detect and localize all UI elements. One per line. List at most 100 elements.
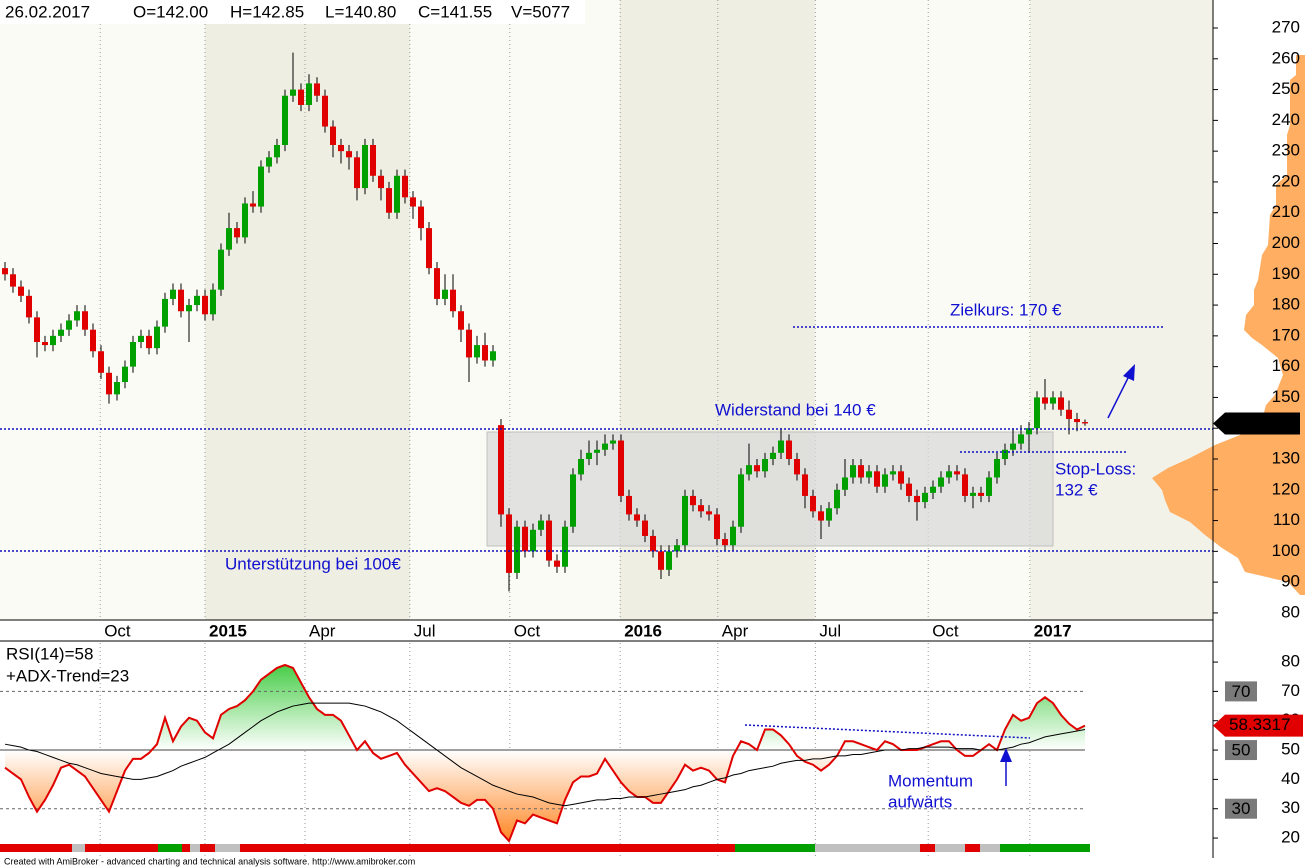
candle-body: [594, 449, 600, 453]
candle-body: [906, 483, 912, 496]
candle-body: [306, 83, 312, 105]
candle-body: [514, 526, 520, 573]
candle-body: [1042, 397, 1048, 404]
level-box: [1225, 740, 1257, 761]
candle-body: [106, 372, 112, 395]
candle-body: [50, 335, 56, 346]
annotation: Momentum: [888, 771, 973, 790]
candle-body: [90, 329, 96, 352]
y-tick-label: 210: [1272, 202, 1300, 221]
candle-body: [2, 268, 8, 275]
x-tick-label: Jul: [819, 621, 841, 640]
level-label: 50: [1232, 741, 1251, 760]
arrow-head: [1000, 748, 1012, 762]
annotation: Stop-Loss:: [1055, 459, 1136, 478]
arrow: [1107, 373, 1131, 419]
header-high: H=142.85: [230, 2, 304, 21]
candle-body: [194, 295, 200, 306]
y-tick-label: 40: [1281, 769, 1300, 788]
candle-body: [338, 144, 344, 152]
y-tick-label: 120: [1272, 479, 1300, 498]
candle-body: [98, 351, 104, 373]
y-tick-label: 180: [1272, 295, 1300, 314]
candle-body: [898, 471, 904, 484]
candle-body: [850, 465, 856, 478]
x-tick-label: Oct: [932, 621, 959, 640]
candle-body: [1002, 449, 1008, 459]
candle-body: [162, 298, 168, 327]
candle-body: [274, 144, 280, 158]
candle-body: [138, 335, 144, 343]
candle-body: [762, 458, 768, 472]
candle-body: [154, 326, 160, 349]
candle-body: [914, 495, 920, 503]
candle-body: [626, 495, 632, 515]
footer: Created with AmiBroker - advanced charti…: [4, 856, 415, 866]
area-above: [5, 664, 1085, 751]
x-tick-label: Oct: [514, 621, 541, 640]
y-tick-label: 150: [1272, 387, 1300, 406]
candle-body: [658, 551, 664, 570]
value-label-box: [1213, 714, 1303, 737]
y-tick-label: 100: [1272, 541, 1300, 560]
candle-body: [1074, 418, 1080, 423]
annotation: Unterstützung bei 100€: [225, 554, 401, 573]
candle-body: [986, 477, 992, 496]
candle-body: [178, 289, 184, 312]
y-tick-label: 160: [1272, 356, 1300, 375]
candle-body: [1026, 428, 1032, 435]
level-label: 30: [1232, 799, 1251, 818]
candle-body: [82, 311, 88, 330]
legend-label: +ADX-Trend=23: [6, 666, 129, 685]
annotation: 132 €: [1055, 480, 1098, 499]
candle-body: [146, 335, 152, 349]
annotation: Widerstand bei 140 €: [715, 400, 876, 419]
candle-body: [66, 320, 72, 330]
y-tick-label: 200: [1272, 233, 1300, 252]
y-tick-label: 110: [1273, 510, 1300, 529]
candle-body: [130, 342, 136, 367]
candle-body: [266, 157, 272, 167]
candle-body: [202, 295, 208, 315]
header-low: L=140.80: [325, 2, 396, 21]
price-label-box: [1213, 412, 1300, 435]
candle-body: [354, 157, 360, 189]
candle-body: [770, 452, 776, 459]
y-tick-label: 80: [1281, 602, 1300, 621]
candle-body: [522, 526, 528, 552]
area-below: [5, 750, 1085, 841]
candle-body: [346, 151, 352, 158]
candle-body: [610, 440, 616, 444]
candle-body: [362, 144, 368, 189]
candle-body: [26, 295, 32, 318]
header-open: O=142.00: [133, 2, 208, 21]
candle-body: [370, 144, 376, 176]
candle-body: [818, 511, 824, 521]
volume-profile: [1152, 55, 1305, 595]
annotation: Zielkurs: 170 €: [950, 300, 1062, 319]
candle-body: [570, 474, 576, 527]
candle-body: [394, 175, 400, 213]
candle-body: [754, 465, 760, 472]
candle-body: [930, 486, 936, 493]
x-tick-label: Apr: [722, 621, 749, 640]
candle-body: [674, 545, 680, 552]
candle-body: [34, 317, 40, 343]
level-box: [1225, 798, 1257, 819]
candle-body: [314, 83, 320, 96]
x-tick-label: Oct: [104, 621, 131, 640]
candle-body: [722, 539, 728, 546]
y-tick-label: 30: [1281, 798, 1300, 817]
candle-body: [1082, 422, 1088, 424]
candle-body: [562, 526, 568, 567]
candle-body: [466, 329, 472, 358]
candle-body: [210, 289, 216, 315]
y-tick-label: 220: [1272, 171, 1300, 190]
candle-body: [58, 329, 64, 336]
candle-body: [1066, 409, 1072, 419]
header-close: C=141.55: [418, 2, 492, 21]
candle-body: [714, 514, 720, 540]
candle-body: [1010, 443, 1016, 450]
candle-body: [402, 175, 408, 198]
candle-body: [882, 474, 888, 487]
